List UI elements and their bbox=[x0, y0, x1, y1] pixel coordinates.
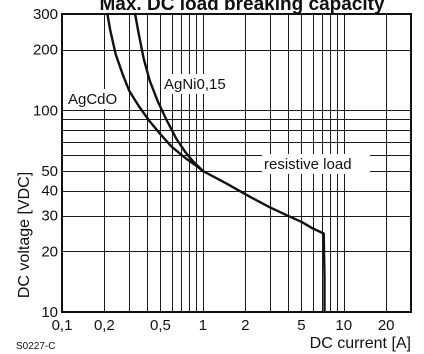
curves bbox=[106, 12, 326, 314]
figure-code-label: S0227-C bbox=[16, 341, 55, 352]
series-label-agcdo: AgCdO bbox=[68, 91, 117, 108]
plot-frame bbox=[61, 13, 412, 313]
x-tick-label: 5 bbox=[297, 317, 305, 334]
y-tick-label: 40 bbox=[41, 183, 58, 200]
x-tick-label: 20 bbox=[378, 317, 395, 334]
y-tick-labels: 10 20 30 40 50 100 200 300 bbox=[33, 6, 58, 321]
x-tick-labels: 0,1 0,2 0,5 1 2 5 10 20 bbox=[52, 317, 395, 334]
series-label-agni: AgNi0,15 bbox=[164, 76, 226, 93]
y-tick-label: 100 bbox=[33, 102, 58, 119]
x-tick-label: 0,5 bbox=[150, 317, 171, 334]
x-axis-title: DC current [A] bbox=[310, 335, 411, 352]
y-tick-label: 20 bbox=[41, 243, 58, 260]
y-tick-label: 200 bbox=[33, 42, 58, 59]
y-tick-label: 300 bbox=[33, 6, 58, 23]
y-tick-label: 10 bbox=[41, 304, 58, 321]
x-tick-label: 1 bbox=[199, 317, 207, 334]
x-tick-label: 2 bbox=[241, 317, 249, 334]
x-tick-label: 0,2 bbox=[94, 317, 115, 334]
series-label-resistive-load: resistive load bbox=[264, 156, 352, 173]
x-tick-label: 0,1 bbox=[52, 317, 73, 334]
chart-title: Max. DC load breaking capacity bbox=[99, 0, 385, 15]
y-axis-title: DC voltage [VDC] bbox=[16, 172, 33, 298]
y-tick-label: 30 bbox=[41, 208, 58, 225]
x-tick-label: 10 bbox=[335, 317, 352, 334]
series-line-agni0-15 bbox=[133, 12, 205, 173]
y-tick-label: 50 bbox=[41, 163, 58, 180]
